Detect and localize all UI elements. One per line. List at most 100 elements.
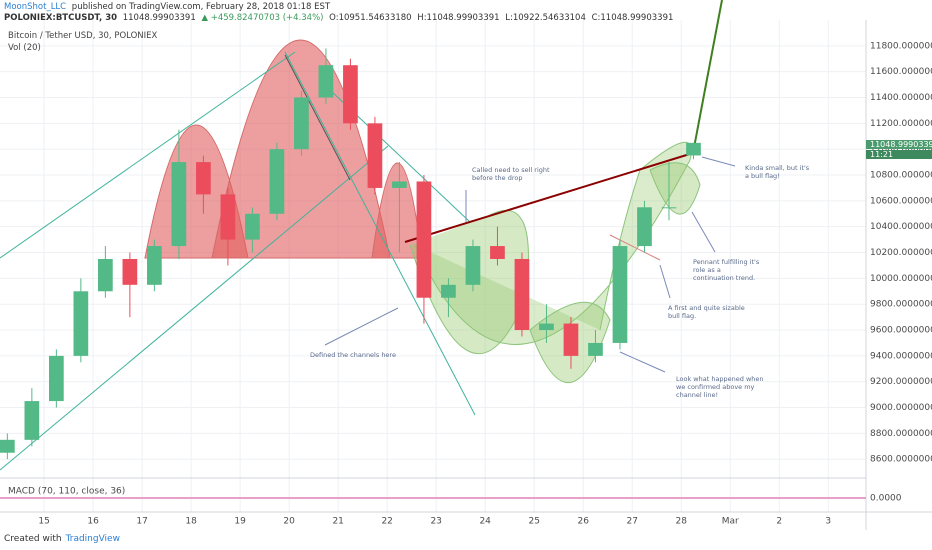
y-tick-label: 11400.00000000 bbox=[870, 93, 932, 103]
candle-body bbox=[343, 65, 358, 124]
y-tick-label: 11800.00000000 bbox=[870, 41, 932, 51]
candle-body bbox=[514, 258, 530, 331]
annotation: Called need to sell right before the dro… bbox=[472, 166, 550, 182]
author[interactable]: MoonShot_LLC bbox=[4, 2, 67, 12]
x-tick-label: 17 bbox=[136, 517, 147, 527]
x-tick-label: 3 bbox=[825, 517, 831, 527]
candle-body bbox=[392, 181, 407, 188]
annotation: Defined the channels here bbox=[310, 351, 396, 359]
arrow bbox=[701, 156, 736, 167]
x-tick-label: 2 bbox=[776, 517, 782, 527]
footer: Created with TradingView bbox=[4, 534, 120, 544]
candle-body bbox=[245, 213, 260, 240]
symbol-line: POLONIEX:BTCUSDT, 30 11048.99903391 ▲ +4… bbox=[4, 13, 676, 23]
candle-body bbox=[49, 355, 64, 402]
x-tick-label: 23 bbox=[430, 517, 441, 527]
pennant-line bbox=[609, 234, 661, 261]
x-tick-label: 24 bbox=[479, 517, 491, 527]
y-tick-label: 9400.00000000 bbox=[870, 351, 932, 361]
candle-body bbox=[122, 258, 138, 285]
y-tick-label: 11000.00000000 bbox=[870, 145, 932, 155]
candle-body bbox=[661, 207, 677, 209]
x-tick-label: 19 bbox=[234, 517, 246, 527]
pattern-line bbox=[284, 54, 351, 181]
change: ▲ +459.82470703 (+4.34%) bbox=[201, 13, 324, 23]
candle-body bbox=[294, 97, 309, 150]
breakout-line bbox=[692, 0, 723, 154]
candles bbox=[0, 48, 701, 460]
x-tick-label: 21 bbox=[332, 517, 343, 527]
channel-upper bbox=[0, 51, 296, 259]
candle-body bbox=[269, 149, 285, 214]
x-tick-label: 18 bbox=[185, 517, 197, 527]
cup-4 bbox=[649, 162, 701, 215]
close: C:11048.99903391 bbox=[591, 13, 674, 23]
y-tick-label: 10800.00000000 bbox=[870, 171, 932, 181]
low: L:10922.54633104 bbox=[505, 13, 586, 23]
macd-tick-label: 0.0000 bbox=[870, 494, 902, 504]
candle-body bbox=[539, 323, 554, 331]
candle-body bbox=[612, 246, 628, 343]
series-legend: Bitcoin / Tether USD, 30, POLONIEX bbox=[8, 31, 158, 41]
y-tick-label: 10200.00000000 bbox=[870, 248, 932, 258]
y-tick-label: 9600.00000000 bbox=[870, 326, 932, 336]
annotation: Pennant fulfilling it's role as a contin… bbox=[693, 258, 760, 282]
cup-2 bbox=[414, 141, 692, 345]
candle-body bbox=[73, 291, 89, 356]
candle-body bbox=[0, 439, 15, 453]
candle-body bbox=[686, 142, 701, 156]
candle-body bbox=[318, 65, 334, 98]
open: O:10951.54633180 bbox=[329, 13, 412, 23]
candle-body bbox=[367, 123, 383, 188]
channel-down-1 bbox=[284, 51, 476, 416]
arrow bbox=[659, 264, 671, 299]
published: published on TradingView.com, February 2… bbox=[69, 2, 331, 12]
x-tick-label: 16 bbox=[87, 517, 99, 527]
candle-body bbox=[171, 162, 187, 247]
publish-line: MoonShot_LLC published on TradingView.co… bbox=[4, 2, 333, 12]
y-tick-label: 9200.00000000 bbox=[870, 377, 932, 387]
y-tick-label: 10000.00000000 bbox=[870, 274, 932, 284]
candle-body bbox=[588, 342, 603, 356]
arrow bbox=[324, 307, 399, 346]
x-tick-label: 26 bbox=[577, 517, 589, 527]
countdown-label: 11:21 bbox=[866, 150, 932, 159]
last-price-label: 11048.99903391 bbox=[866, 140, 932, 149]
y-tick-label: 11200.00000000 bbox=[870, 119, 932, 129]
y-tick-label: 11600.00000000 bbox=[870, 67, 932, 77]
candle-body bbox=[490, 246, 505, 259]
candle-body bbox=[416, 181, 432, 298]
y-tick-label: 10400.00000000 bbox=[870, 222, 932, 232]
candle-body bbox=[441, 284, 456, 298]
candle-body bbox=[196, 162, 211, 195]
macd-label: MACD (70, 110, close, 36) bbox=[8, 487, 125, 497]
arrow bbox=[619, 351, 666, 373]
x-tick-label: 20 bbox=[283, 517, 295, 527]
neckline bbox=[404, 152, 694, 243]
y-tick-label: 9800.00000000 bbox=[870, 300, 932, 310]
candle-body bbox=[563, 323, 579, 356]
candle-body bbox=[220, 194, 236, 240]
brand[interactable]: TradingView bbox=[65, 534, 120, 544]
last: 11048.99903391 bbox=[122, 13, 196, 23]
candle-body bbox=[147, 246, 162, 285]
annotation: Look what happened when we confirmed abo… bbox=[676, 375, 764, 399]
y-tick-label: 9000.00000000 bbox=[870, 403, 932, 413]
annotation: A first and quite sizable bull flag. bbox=[668, 304, 745, 320]
symbol: POLONIEX:BTCUSDT, 30 bbox=[4, 13, 118, 23]
x-tick-label: 25 bbox=[528, 517, 539, 527]
high: H:11048.99903391 bbox=[417, 13, 500, 23]
y-tick-label: 10600.00000000 bbox=[870, 196, 932, 206]
grid bbox=[0, 20, 866, 512]
y-tick-label: 8800.00000000 bbox=[870, 429, 932, 439]
annotation: Kinda small, but it's a bull flag! bbox=[745, 164, 810, 180]
x-tick-label: 28 bbox=[676, 517, 688, 527]
x-tick-label: 22 bbox=[381, 517, 392, 527]
candle-body bbox=[465, 246, 481, 285]
candle-body bbox=[98, 258, 113, 292]
x-tick-label: 27 bbox=[626, 517, 637, 527]
arrow bbox=[691, 211, 716, 253]
y-tick-label: 8600.00000000 bbox=[870, 455, 932, 465]
